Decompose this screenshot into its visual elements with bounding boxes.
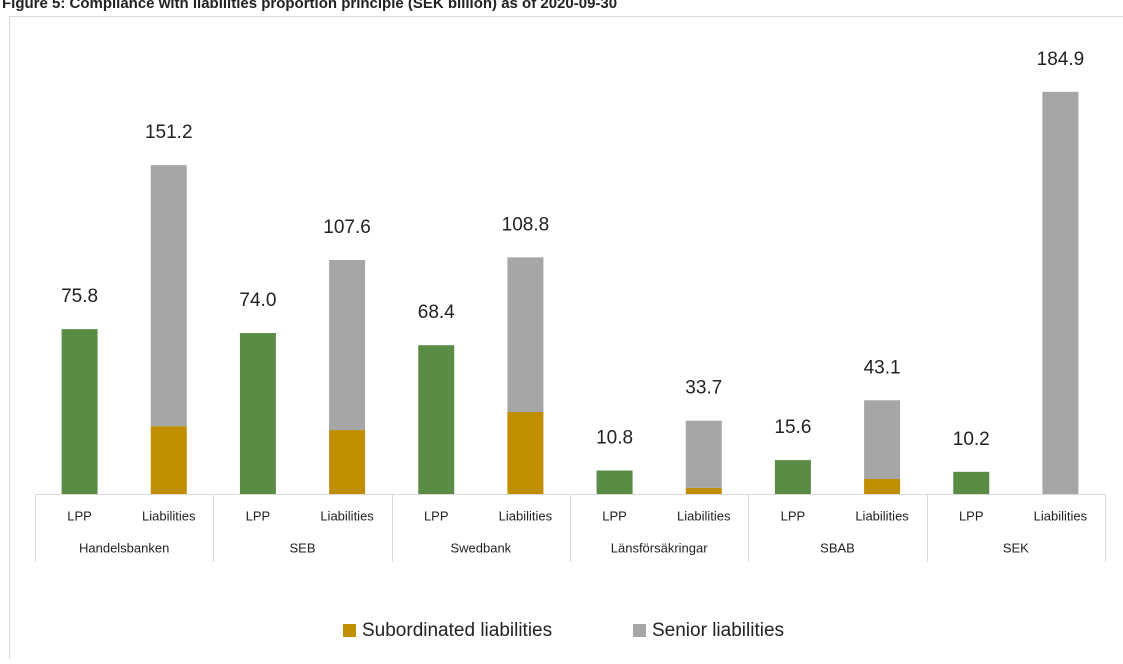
lpp-value-label: 10.8 [596, 428, 633, 449]
lpp-value-label: 15.6 [774, 417, 811, 438]
bar-label: LPP [602, 508, 627, 523]
total-label: 151.2 [145, 122, 193, 143]
lpp-value-label: 68.4 [418, 302, 455, 323]
lpp-value-label: 75.8 [61, 286, 98, 307]
liability-segment [864, 400, 900, 479]
liability-segment [1042, 92, 1078, 494]
bar-label: Liabilities [855, 508, 909, 523]
group-label: Handelsbanken [79, 540, 169, 555]
group-label: SBAB [820, 540, 855, 555]
bar-label: LPP [781, 508, 806, 523]
legend-swatch [633, 624, 646, 637]
bar-label: Liabilities [142, 508, 196, 523]
total-label: 108.8 [502, 214, 550, 235]
legend-label: Senior liabilities [652, 620, 784, 641]
bar-label: LPP [67, 508, 92, 523]
lpp-bar [62, 329, 98, 494]
lpp-bar [418, 345, 454, 494]
liability-segment [507, 257, 543, 412]
lpp-bar [597, 471, 633, 494]
chart-title: Figure 5: Compliance with liabilities pr… [2, 0, 617, 12]
liability-segment [864, 479, 900, 494]
liability-segment [329, 430, 365, 494]
total-label: 43.1 [864, 357, 901, 378]
total-label: 184.9 [1037, 49, 1085, 70]
group-label: SEB [289, 540, 315, 555]
total-label: 33.7 [685, 378, 722, 399]
legend-label: Subordinated liabilities [362, 620, 552, 641]
total-label: 107.6 [323, 217, 371, 238]
lpp-value-label: 10.2 [953, 429, 990, 450]
liability-segment [151, 165, 187, 426]
lpp-bar [953, 472, 989, 494]
lpp-value-label: 74.0 [239, 290, 276, 311]
liability-segment [686, 488, 722, 494]
lpp-bar [240, 333, 276, 494]
bar-label: Liabilities [320, 508, 374, 523]
group-label: Länsförsäkringar [611, 540, 708, 555]
bar-label: Liabilities [677, 508, 731, 523]
group-label: SEK [1003, 540, 1029, 555]
bar-label: LPP [246, 508, 271, 523]
lpp-bar [775, 460, 811, 494]
liability-segment [329, 260, 365, 430]
legend-swatch [343, 624, 356, 637]
bar-label: LPP [959, 508, 984, 523]
liability-segment [507, 412, 543, 494]
liability-segment [151, 426, 187, 494]
bar-label: Liabilities [1034, 508, 1088, 523]
bar-label: Liabilities [499, 508, 553, 523]
bar-label: LPP [424, 508, 449, 523]
group-label: Swedbank [450, 540, 511, 555]
liability-segment [686, 421, 722, 488]
